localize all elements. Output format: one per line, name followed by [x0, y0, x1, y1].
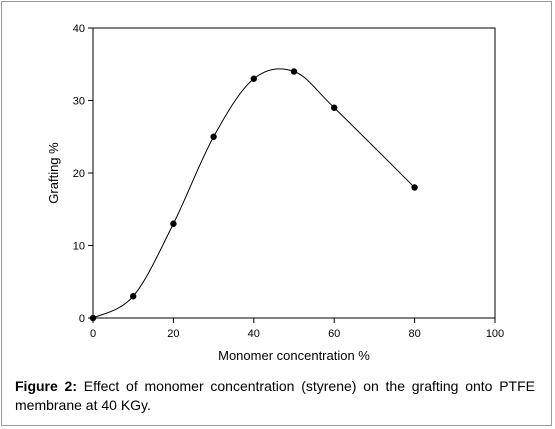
data-point [89, 314, 97, 322]
x-tick-label: 100 [486, 328, 504, 340]
y-tick-label: 20 [73, 168, 85, 180]
x-tick-label: 80 [408, 328, 420, 340]
data-point [210, 133, 217, 140]
line-chart: 0 20 40 60 80 100 0 10 20 30 40 Monomer concentra… [46, 23, 504, 363]
x-tick-label: 60 [328, 328, 340, 340]
x-tick-label: 40 [248, 328, 260, 340]
y-axis-ticks: 0 10 20 30 40 [73, 23, 93, 325]
y-tick-label: 0 [79, 313, 85, 325]
x-axis-title: Monomer concentration % [218, 348, 370, 363]
y-tick-label: 10 [73, 241, 85, 253]
y-tick-label: 30 [73, 96, 85, 108]
data-points [89, 68, 418, 322]
caption-label: Figure 2: [15, 378, 77, 394]
data-point [250, 75, 257, 82]
series-line [92, 68, 415, 319]
x-tick-label: 0 [90, 328, 96, 340]
data-point [290, 68, 298, 75]
y-axis-title: Grafting % [46, 142, 61, 204]
figure-caption: Figure 2: Effect of monomer concentratio… [15, 377, 535, 415]
data-point [130, 293, 137, 300]
x-axis-ticks: 0 20 40 60 80 100 [90, 318, 504, 340]
data-point [331, 104, 338, 111]
caption-text: Effect of monomer concentration (styrene… [15, 378, 535, 413]
data-point [170, 220, 177, 227]
x-tick-label: 20 [167, 328, 179, 340]
y-tick-label: 40 [73, 23, 85, 35]
data-point [411, 184, 418, 191]
